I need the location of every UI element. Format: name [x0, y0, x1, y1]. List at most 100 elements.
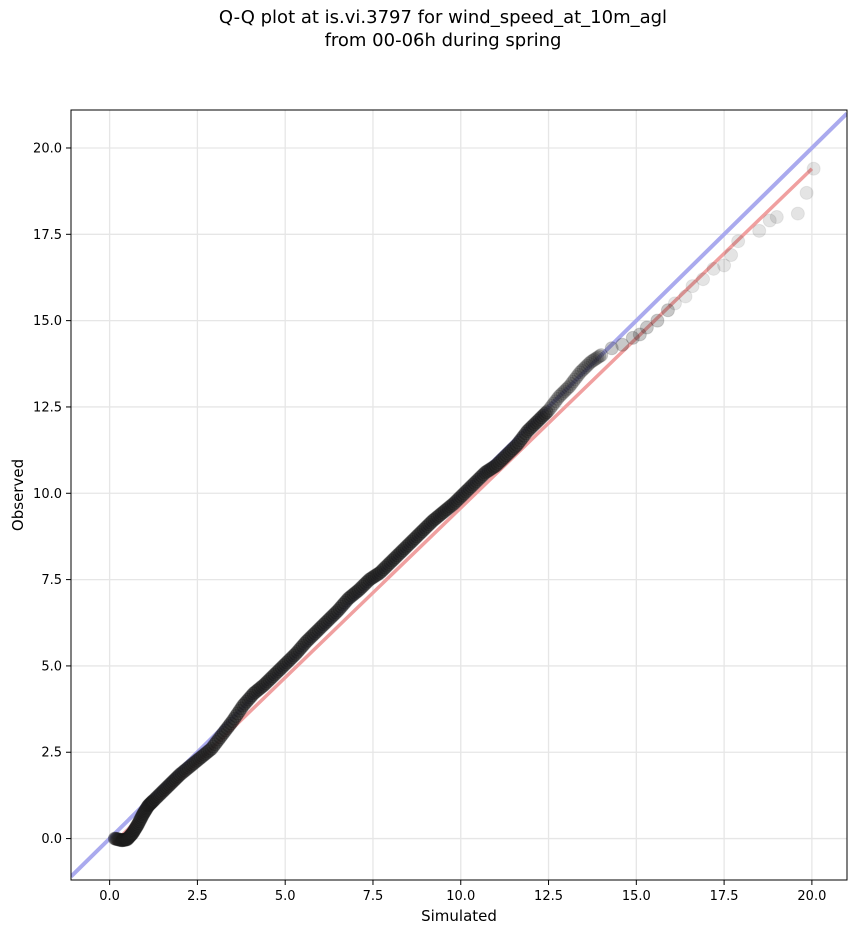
qq-point — [492, 455, 507, 470]
qq-point — [341, 591, 356, 606]
qq-point — [678, 289, 693, 304]
qq-point — [190, 753, 205, 768]
axes: 0.0 2.5 5.0 7.5 10.0 12.5 15.0 17.5 20.0 0.0 2.5 5.… — [33, 141, 826, 904]
qq-point — [515, 431, 530, 446]
qq-point — [569, 370, 584, 385]
qq-point — [133, 812, 148, 827]
qq-point — [355, 579, 370, 594]
qq-point — [432, 508, 447, 523]
qq-point — [585, 353, 600, 368]
qq-point — [566, 374, 581, 389]
qq-point — [594, 348, 609, 363]
qq-point — [320, 614, 335, 629]
qq-point — [138, 803, 153, 818]
qq-point — [450, 493, 465, 508]
qq-point — [169, 770, 184, 785]
qq-point — [522, 422, 537, 437]
qq-point — [590, 350, 605, 365]
qq-point — [143, 797, 158, 812]
qq-point — [264, 671, 279, 686]
qq-point — [790, 206, 805, 221]
qq-point — [536, 408, 551, 423]
qq-point — [265, 669, 280, 684]
plot-marks — [71, 112, 847, 878]
qq-point — [302, 631, 317, 646]
qq-point — [762, 213, 777, 228]
qq-point — [223, 716, 238, 731]
qq-point — [430, 509, 445, 524]
qq-point — [257, 677, 272, 692]
qq-point — [127, 823, 142, 838]
qq-point — [336, 597, 351, 612]
qq-point — [344, 588, 359, 603]
qq-point — [183, 759, 198, 774]
qq-point — [126, 824, 141, 839]
qq-point — [553, 387, 568, 402]
qq-point — [364, 571, 379, 586]
chart-title-line-2: from 00-06h during spring — [324, 30, 562, 51]
qq-point — [539, 405, 554, 420]
qq-point — [185, 757, 200, 772]
qq-point — [457, 486, 472, 501]
qq-point — [578, 360, 593, 375]
qq-point — [120, 832, 135, 847]
qq-point — [567, 372, 582, 387]
qq-point — [531, 413, 546, 428]
qq-point — [164, 776, 179, 791]
qq-point — [369, 567, 384, 582]
qq-point — [179, 761, 194, 776]
qq-point — [248, 685, 263, 700]
qq-point — [113, 833, 128, 848]
x-tick-label: 2.5 — [187, 889, 208, 904]
qq-point — [365, 570, 380, 585]
qq-point — [541, 403, 556, 418]
qq-point — [143, 796, 158, 811]
qq-point — [467, 475, 482, 490]
qq-point — [121, 831, 136, 846]
qq-point — [401, 538, 416, 553]
qq-point — [490, 456, 505, 471]
qq-point — [476, 467, 491, 482]
qq-point — [136, 805, 151, 820]
qq-point — [471, 472, 486, 487]
qq-point — [416, 522, 431, 537]
qq-point — [156, 783, 171, 798]
x-tick-label: 10.0 — [446, 889, 475, 904]
qq-point — [206, 739, 221, 754]
qq-point — [509, 437, 524, 452]
x-tick-label: 7.5 — [363, 889, 384, 904]
qq-point — [488, 458, 503, 473]
qq-point — [251, 682, 266, 697]
qq-point — [142, 797, 157, 812]
qq-point — [322, 612, 337, 627]
qq-point — [250, 683, 265, 698]
qq-point — [545, 398, 560, 413]
x-tick-label: 5.0 — [275, 889, 296, 904]
qq-point — [311, 622, 326, 637]
qq-point — [301, 633, 316, 648]
qq-point — [588, 351, 603, 366]
qq-point — [141, 798, 156, 813]
qq-point — [209, 734, 224, 749]
qq-point — [650, 313, 665, 328]
qq-point — [388, 550, 403, 565]
qq-point — [135, 809, 150, 824]
qq-point — [560, 380, 575, 395]
qq-point — [724, 248, 739, 263]
chart-title: Q-Q plot at is.vi.3797 for wind_speed_at… — [0, 6, 856, 52]
qq-point — [172, 767, 187, 782]
qq-point — [283, 652, 298, 667]
qq-point — [271, 664, 286, 679]
qq-point — [348, 585, 363, 600]
qq-point — [367, 569, 382, 584]
qq-point — [253, 680, 268, 695]
qq-point — [413, 525, 428, 540]
qq-point — [385, 553, 400, 568]
qq-point — [446, 496, 461, 511]
qq-point — [532, 412, 547, 427]
qq-point — [390, 548, 405, 563]
qq-point — [555, 386, 570, 401]
qq-point — [232, 703, 247, 718]
qq-point — [395, 543, 410, 558]
qq-point — [119, 832, 134, 847]
